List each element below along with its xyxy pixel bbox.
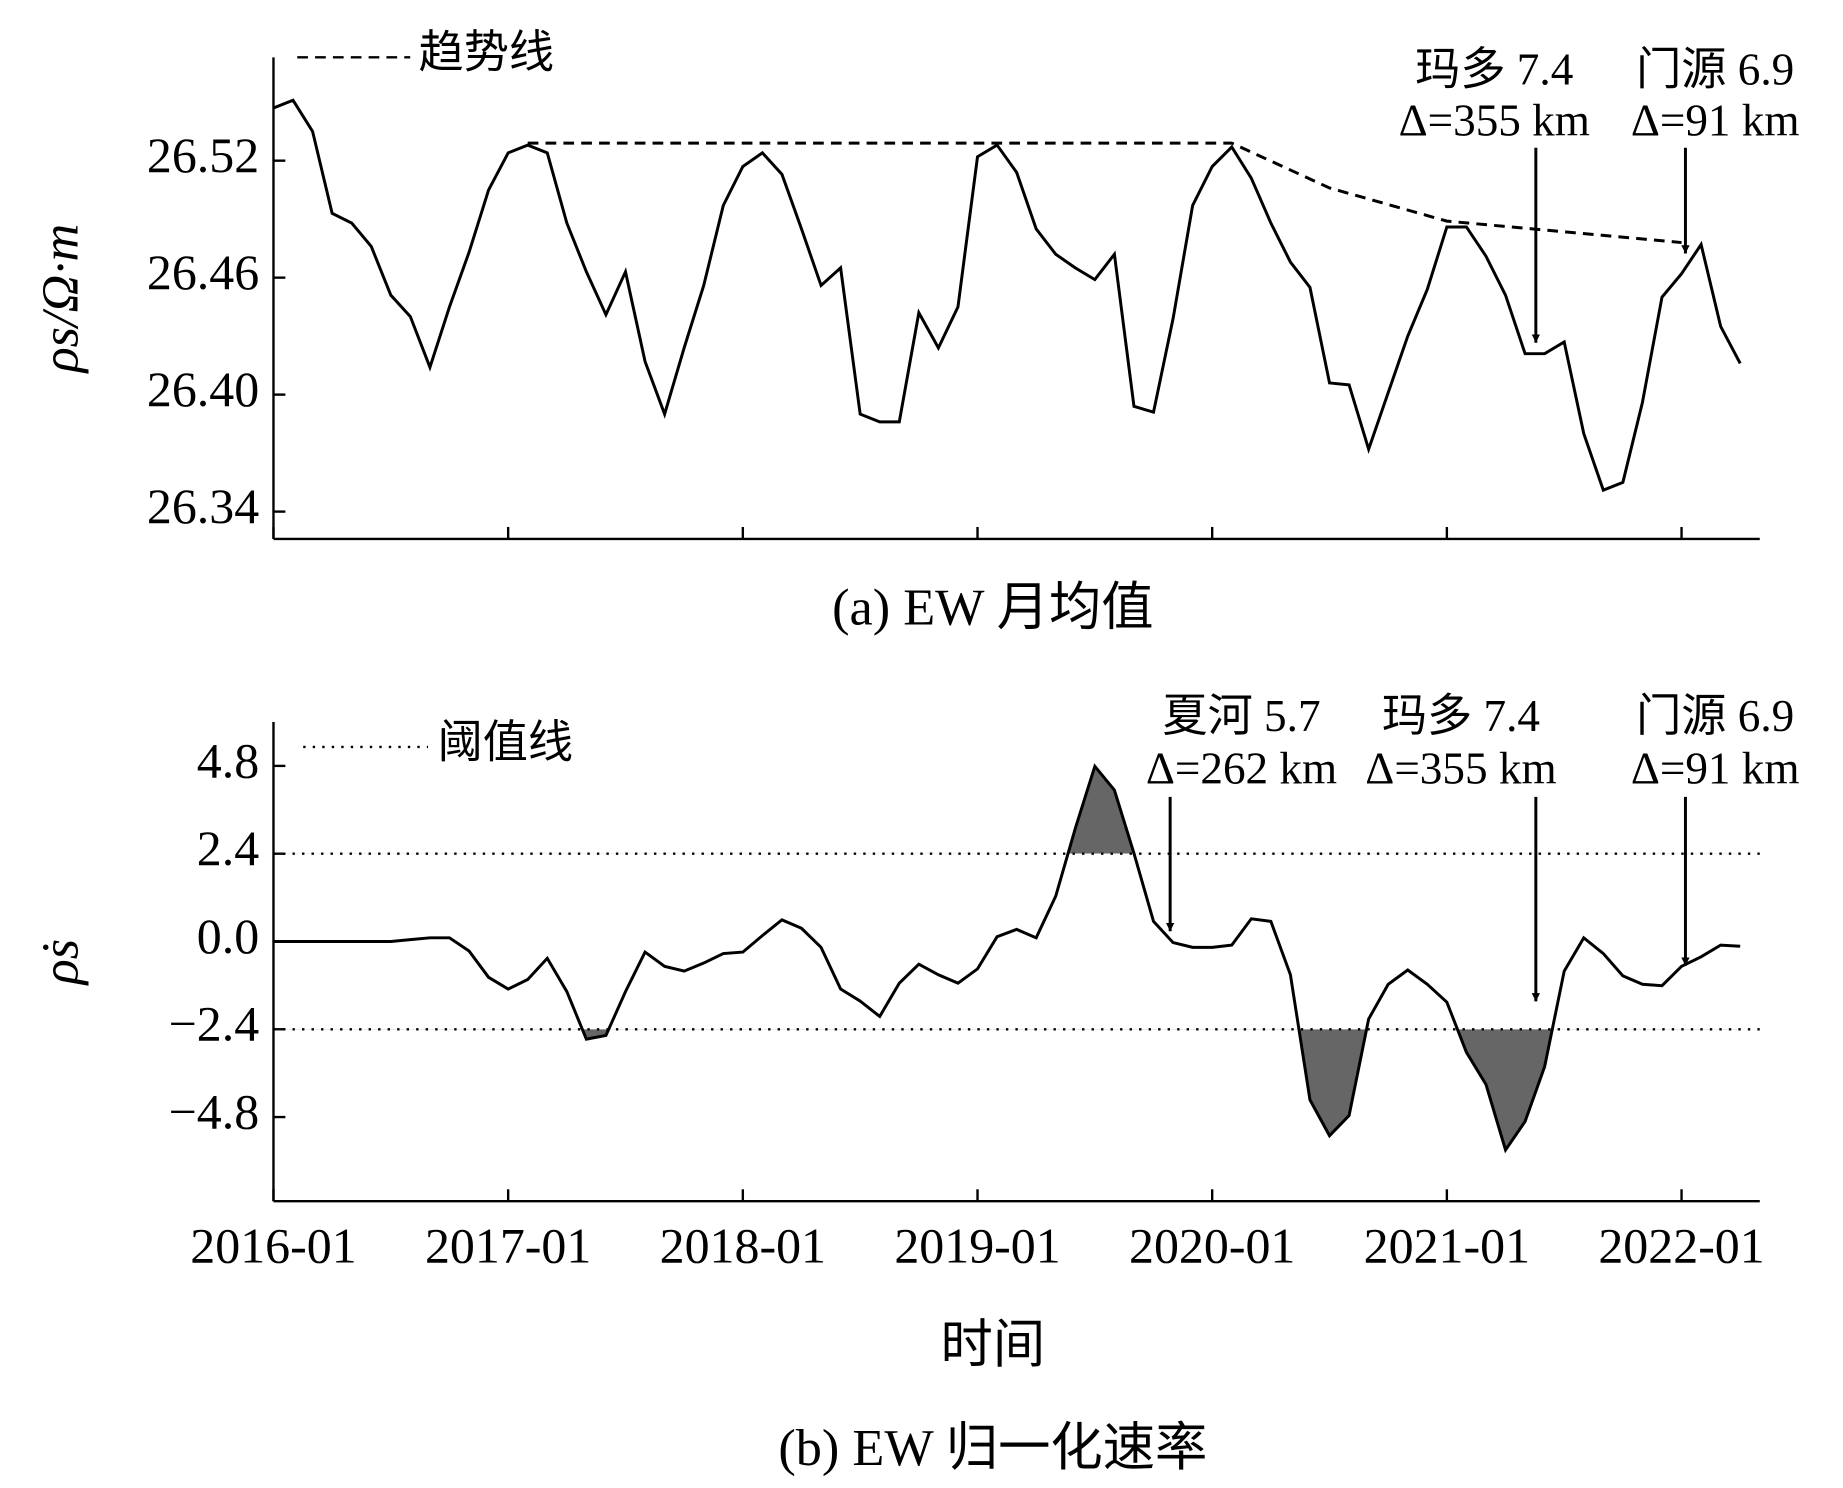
data-line	[272, 98, 1742, 493]
y-tick-label: 26.52	[147, 128, 259, 183]
x-tick-label: 2017-01	[425, 1219, 591, 1274]
annotation: 玛多 7.4	[1415, 44, 1573, 94]
y-tick-label: 26.46	[147, 245, 259, 300]
x-tick-label: 2016-01	[190, 1219, 356, 1274]
x-tick-label: 2019-01	[894, 1219, 1060, 1274]
y-tick-label: −4.8	[169, 1085, 260, 1140]
x-tick-label: 2018-01	[660, 1219, 826, 1274]
annotation: Δ=91 km	[1631, 744, 1800, 794]
annotation: Δ=355 km	[1365, 744, 1556, 794]
x-tick-label: 2020-01	[1129, 1219, 1295, 1274]
y-tick-label: 26.34	[147, 479, 259, 534]
x-tick-label: 2021-01	[1364, 1219, 1530, 1274]
exceed-area	[582, 1029, 1553, 1150]
annotation: 门源 6.9	[1636, 691, 1794, 741]
caption: (a) EW 月均值	[832, 579, 1153, 637]
y-tick-label: −2.4	[169, 997, 260, 1052]
annotation: Δ=91 km	[1631, 95, 1800, 145]
data-line	[273, 763, 1741, 1154]
annotation: 门源 6.9	[1636, 44, 1794, 94]
annotation: 玛多 7.4	[1382, 691, 1540, 741]
legend-label: 趋势线	[419, 28, 555, 78]
y-axis-label: ρs/Ω·m	[31, 224, 89, 375]
y-tick-label: 26.40	[147, 362, 259, 417]
annotation: 夏河 5.7	[1162, 691, 1320, 741]
data-line	[527, 141, 1682, 245]
y-tick-label: 2.4	[197, 821, 259, 876]
annotation: Δ=262 km	[1146, 744, 1337, 794]
caption: (b) EW 归一化速率	[778, 1419, 1207, 1477]
legend-label: 阈值线	[438, 717, 574, 767]
y-tick-label: 4.8	[197, 733, 259, 788]
annotation: Δ=355 km	[1399, 95, 1590, 145]
x-axis-label: 时间	[941, 1316, 1046, 1374]
y-axis-label: ρ̇s	[31, 939, 89, 986]
x-tick-label: 2022-01	[1598, 1219, 1764, 1274]
y-tick-label: 0.0	[197, 909, 259, 964]
